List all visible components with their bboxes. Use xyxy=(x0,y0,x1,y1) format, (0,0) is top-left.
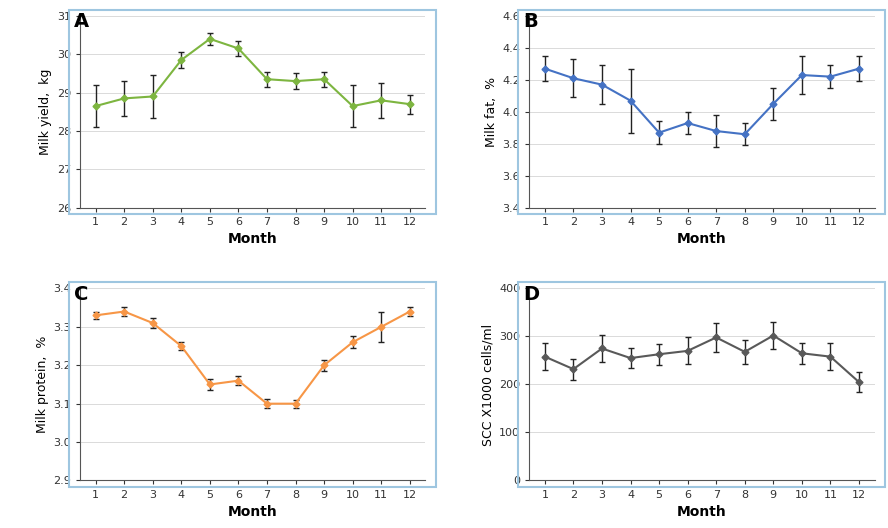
X-axis label: Month: Month xyxy=(228,232,278,247)
X-axis label: Month: Month xyxy=(677,505,726,519)
Text: A: A xyxy=(74,12,89,31)
Text: B: B xyxy=(523,12,537,31)
Y-axis label: Milk fat,  %: Milk fat, % xyxy=(485,77,498,147)
X-axis label: Month: Month xyxy=(677,232,726,247)
Y-axis label: SCC X1000 cells/ml: SCC X1000 cells/ml xyxy=(482,324,495,446)
Y-axis label: Milk yield,  kg: Milk yield, kg xyxy=(39,69,52,155)
Text: C: C xyxy=(74,285,88,304)
Text: D: D xyxy=(523,285,539,304)
X-axis label: Month: Month xyxy=(228,505,278,519)
Y-axis label: Milk protein,  %: Milk protein, % xyxy=(36,336,49,433)
